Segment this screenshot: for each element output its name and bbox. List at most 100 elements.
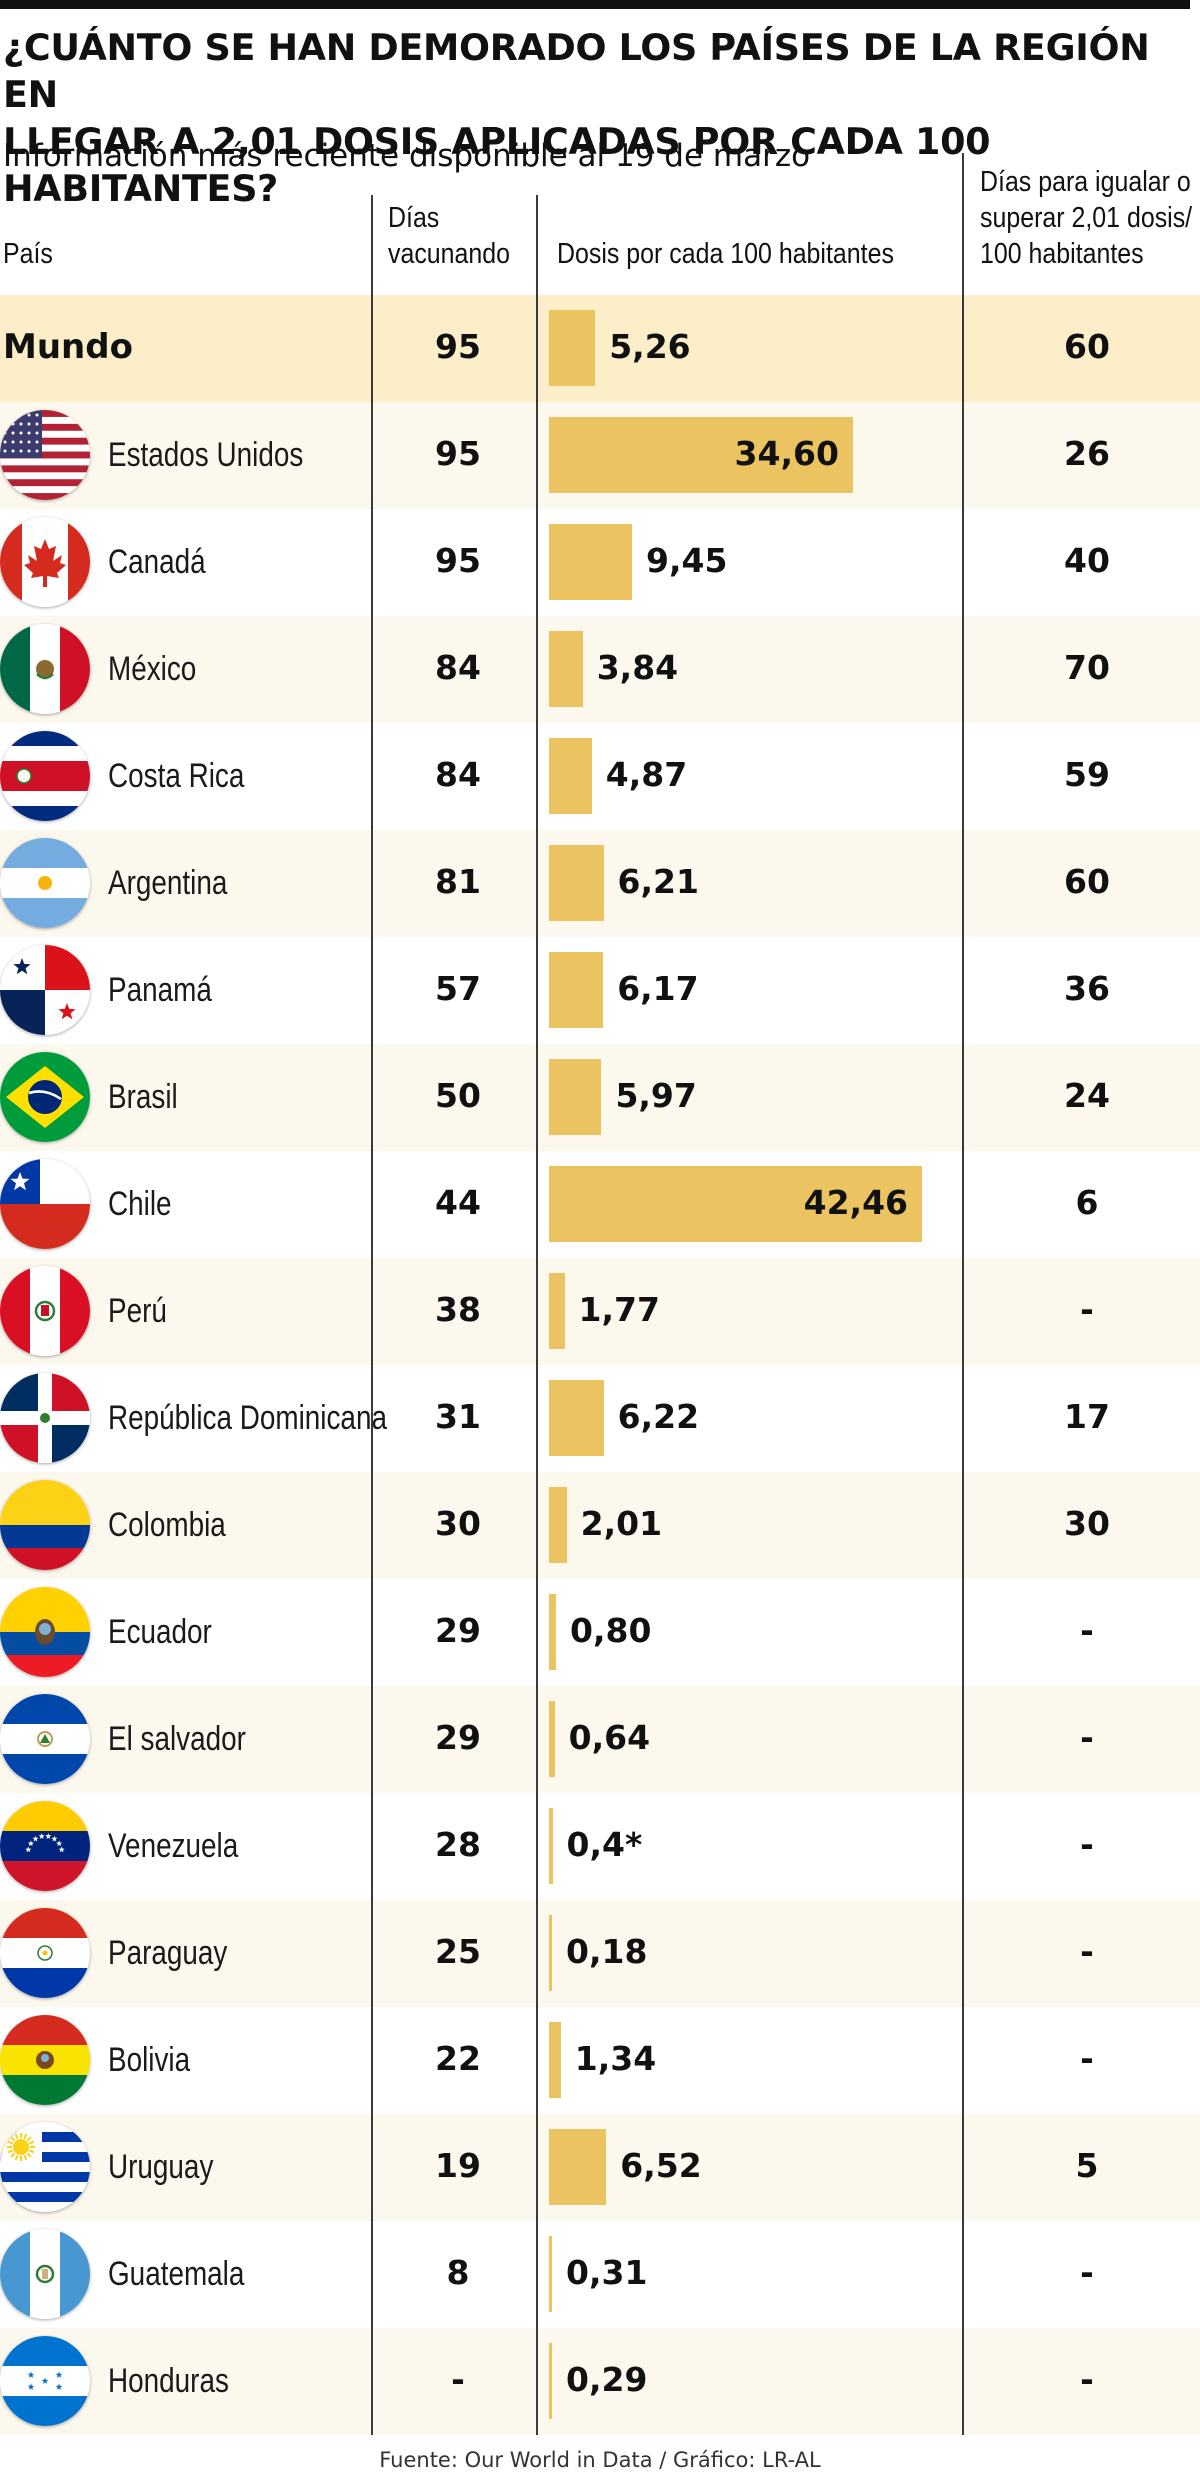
source-note: Fuente: Our World in Data / Gráfico: LR-… xyxy=(379,2448,821,2472)
days-to-target-value: 17 xyxy=(1064,1397,1110,1436)
doses-value-label: 1,77 xyxy=(578,1290,660,1329)
country-name: Mundo xyxy=(3,327,133,367)
days-vaccinating-value: 38 xyxy=(435,1290,481,1329)
doses-value-label: 0,18 xyxy=(566,1932,648,1971)
days-to-target-value: 6 xyxy=(1075,1183,1099,1222)
days-vaccinating-value: - xyxy=(451,2360,465,2399)
days-to-target-value: 40 xyxy=(1064,541,1110,580)
country-name: Panamá xyxy=(108,971,212,1009)
doses-value-label: 6,52 xyxy=(620,2146,702,2185)
doses-bar xyxy=(549,738,592,814)
days-vaccinating-value: 25 xyxy=(435,1932,481,1971)
table-row: Brasil 50 5,97 24 xyxy=(0,1044,1200,1151)
days-to-target-value: 5 xyxy=(1075,2146,1099,2185)
days-vaccinating-value: 31 xyxy=(435,1397,481,1436)
days-to-target-value: - xyxy=(1080,1611,1094,1650)
table-row: Argentina 81 6,21 60 xyxy=(0,830,1200,937)
column-header-country: País xyxy=(3,238,53,270)
doses-bar xyxy=(549,845,604,921)
country-name: Ecuador xyxy=(108,1613,212,1651)
doses-value-label: 2,01 xyxy=(580,1504,663,1543)
country-name: Perú xyxy=(108,1292,167,1330)
days-to-target-value: 30 xyxy=(1064,1504,1110,1543)
doses-value-label: 4,87 xyxy=(605,755,688,794)
doses-bar xyxy=(549,1701,555,1777)
country-name: Estados Unidos xyxy=(108,436,304,474)
country-name: Canadá xyxy=(108,543,206,581)
doses-bar xyxy=(549,2236,552,2312)
days-to-target-value: - xyxy=(1080,1290,1094,1329)
days-to-target-value: 36 xyxy=(1064,969,1110,1008)
doses-bar xyxy=(549,1059,602,1135)
doses-value-label: 6,21 xyxy=(617,862,699,901)
days-to-target-value: 59 xyxy=(1064,755,1110,794)
country-name: República Dominicana xyxy=(108,1399,387,1437)
table-row: Colombia 30 2,01 30 xyxy=(0,1472,1200,1579)
table-row: Bolivia 22 1,34 - xyxy=(0,2007,1200,2114)
doses-value-label: 1,34 xyxy=(574,2039,657,2078)
table-row: Chile 44 42,46 6 xyxy=(0,1151,1200,1258)
doses-value-label: 6,17 xyxy=(617,969,699,1008)
days-to-target-value: 60 xyxy=(1064,327,1110,366)
days-to-target-value: 26 xyxy=(1064,434,1110,473)
top-rule xyxy=(0,0,1190,9)
days-to-target-value: - xyxy=(1080,1825,1094,1864)
table-row: Mundo 95 5,26 60 xyxy=(0,295,1200,402)
canada-flag-icon xyxy=(0,517,90,607)
title-line-2: LLEGAR A 2,01 DOSIS APLICADAS POR CADA 1… xyxy=(3,120,991,210)
honduras-flag-icon xyxy=(0,2336,90,2426)
doses-value-label: 0,29 xyxy=(566,2360,648,2399)
doses-bar xyxy=(549,2129,607,2205)
doses-bar xyxy=(549,1487,567,1563)
doses-bar xyxy=(549,524,632,600)
column-header-target-line-1: Días para igualar o xyxy=(980,166,1191,198)
table-row: México 84 3,84 70 xyxy=(0,616,1200,723)
days-vaccinating-value: 22 xyxy=(435,2039,481,2078)
guatemala-flag-icon xyxy=(0,2229,90,2319)
country-name: El salvador xyxy=(108,1720,246,1758)
country-name: Chile xyxy=(108,1185,172,1223)
table-row: Paraguay 25 0,18 - xyxy=(0,1900,1200,2007)
days-vaccinating-value: 57 xyxy=(435,969,481,1008)
doses-bar xyxy=(549,631,583,707)
column-header-target-line-3: 100 habitantes xyxy=(980,238,1144,270)
country-name: Argentina xyxy=(108,864,228,902)
days-to-target-value: 24 xyxy=(1064,1076,1110,1115)
country-name: Uruguay xyxy=(108,2148,214,2186)
usa-flag-icon xyxy=(0,410,90,500)
doses-bar xyxy=(549,417,853,493)
costa-rica-flag-icon xyxy=(0,731,90,821)
chart-subtitle: Información más reciente disponible al 1… xyxy=(3,138,811,174)
doses-bar xyxy=(549,1808,553,1884)
country-name: Colombia xyxy=(108,1506,226,1544)
mexico-flag-icon xyxy=(0,624,90,714)
doses-value-label: 34,60 xyxy=(734,434,839,473)
days-to-target-value: - xyxy=(1080,2039,1094,2078)
argentina-flag-icon xyxy=(0,838,90,928)
country-name: Venezuela xyxy=(108,1827,239,1865)
bolivia-flag-icon xyxy=(0,2015,90,2105)
table-row: República Dominicana 31 6,22 17 xyxy=(0,1365,1200,1472)
table-row: Venezuela 28 0,4* - xyxy=(0,1793,1200,1900)
days-to-target-value: - xyxy=(1080,1718,1094,1757)
days-vaccinating-value: 44 xyxy=(435,1183,481,1222)
days-vaccinating-value: 30 xyxy=(435,1504,481,1543)
column-divider-doses xyxy=(536,195,538,2435)
title-line-1: ¿CUÁNTO SE HAN DEMORADO LOS PAÍSES DE LA… xyxy=(3,26,1150,116)
doses-bar xyxy=(549,1594,556,1670)
doses-value-label: 3,84 xyxy=(596,648,679,687)
doses-bar xyxy=(549,310,596,386)
chile-flag-icon xyxy=(0,1159,90,1249)
days-to-target-value: - xyxy=(1080,2360,1094,2399)
panama-flag-icon xyxy=(0,945,90,1035)
days-to-target-value: - xyxy=(1080,1932,1094,1971)
doses-bar xyxy=(549,2022,561,2098)
days-vaccinating-value: 95 xyxy=(435,541,481,580)
days-vaccinating-value: 95 xyxy=(435,434,481,473)
doses-value-label: 5,26 xyxy=(609,327,691,366)
column-divider-target xyxy=(962,153,964,2435)
days-vaccinating-value: 95 xyxy=(435,327,481,366)
doses-value-label: 42,46 xyxy=(803,1183,908,1222)
doses-value-label: 0,31 xyxy=(566,2253,648,2292)
column-divider-days xyxy=(371,195,373,2435)
